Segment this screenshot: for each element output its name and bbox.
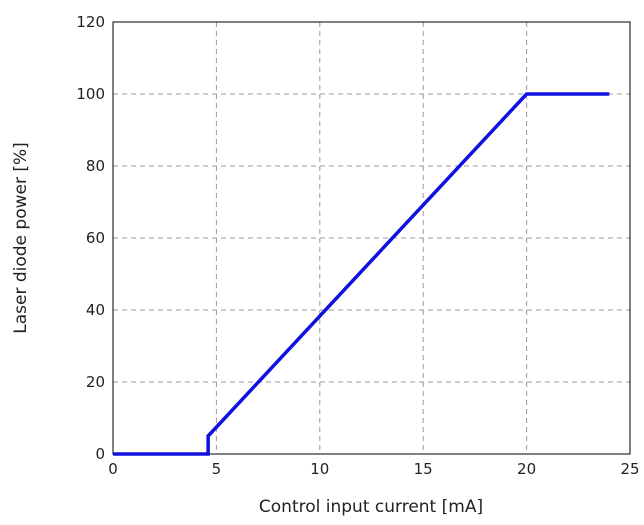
x-tick-label: 20 (517, 460, 536, 478)
x-axis-ticks: 0 5 10 15 20 25 (108, 460, 639, 478)
x-tick-label: 5 (212, 460, 222, 478)
y-tick-label: 100 (76, 85, 105, 103)
x-axis-title: Control input current [mA] (259, 497, 483, 517)
y-tick-label: 0 (95, 445, 105, 463)
y-tick-label: 60 (86, 229, 105, 247)
x-tick-label: 25 (620, 460, 639, 478)
plot-background (113, 22, 630, 454)
plot-frame (112, 21, 631, 455)
x-tick-label: 0 (108, 460, 118, 478)
x-tick-label: 15 (414, 460, 433, 478)
y-axis-ticks: 0 20 40 60 80 100 120 (76, 13, 105, 463)
y-axis-title: Laser diode power [%] (11, 142, 31, 334)
series-line (113, 92, 610, 456)
y-tick-label: 120 (76, 13, 105, 31)
series-layer (113, 92, 610, 456)
y-tick-label: 80 (86, 157, 105, 175)
y-tick-label: 40 (86, 301, 105, 319)
y-tick-label: 20 (86, 373, 105, 391)
x-tick-label: 10 (310, 460, 329, 478)
